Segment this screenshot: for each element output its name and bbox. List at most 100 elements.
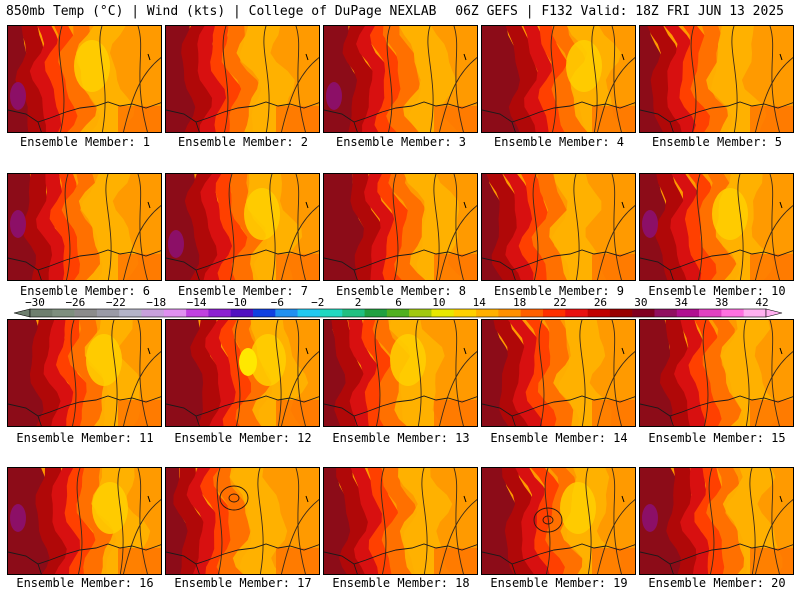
colorbar-swatch [587, 309, 611, 317]
field-hot-spot [10, 210, 26, 238]
gulf-region [276, 400, 319, 426]
contour-line [597, 57, 635, 132]
lake-mark [621, 53, 625, 61]
coastline [353, 415, 358, 426]
contour-line [386, 26, 393, 132]
coastline [482, 395, 635, 417]
coastline [37, 121, 42, 132]
contour-line [295, 320, 306, 426]
contour-line [755, 499, 793, 574]
gulf-region [750, 254, 793, 280]
ensemble-member-map [639, 319, 794, 427]
contour-line [275, 320, 282, 426]
temperature-field-map [324, 468, 477, 574]
temperature-field-map [640, 174, 793, 280]
contour-line [263, 26, 270, 132]
ensemble-member-label: Ensemble Member: 2 [177, 135, 309, 149]
colorbar-tick-label: −30 [25, 296, 45, 309]
field-band-26 [205, 320, 241, 426]
lake-mark [147, 201, 151, 209]
lake-mark [305, 347, 309, 355]
temperature-field-map [640, 26, 793, 132]
ensemble-member-label: Ensemble Member: 16 [16, 576, 154, 590]
contour-line [769, 320, 780, 426]
field-band-28 [493, 320, 532, 426]
contour-line [769, 174, 780, 280]
colorbar-tick-label: −18 [146, 296, 166, 309]
contour-line [137, 26, 148, 132]
ensemble-member-map [7, 25, 162, 133]
contour-line [591, 26, 598, 132]
gulf-region [434, 400, 477, 426]
colorbar-swatch [30, 309, 53, 317]
colorbar-swatch [431, 309, 455, 317]
gulf-region [592, 400, 635, 426]
contour-line [281, 57, 319, 132]
temperature-field-map [482, 468, 635, 574]
contour-line [611, 174, 622, 280]
ensemble-member-map [7, 319, 162, 427]
ensemble-member-map [323, 173, 478, 281]
colorbar-swatch [453, 309, 477, 317]
field-band-30 [166, 26, 201, 132]
contour-line [597, 351, 635, 426]
contour-line [374, 320, 381, 426]
gulf-region [592, 254, 635, 280]
colorbar-swatch [498, 309, 521, 317]
ensemble-member-map [323, 467, 478, 575]
gulf-region [118, 548, 161, 574]
ensemble-member-label: Ensemble Member: 1 [19, 135, 151, 149]
contour-line [427, 26, 434, 132]
gulf-region [434, 106, 477, 132]
contour-line [111, 320, 118, 426]
coastline [482, 249, 635, 271]
coastline [324, 543, 477, 565]
colorbar-swatch [632, 309, 655, 317]
colorbar-tick-label: 18 [513, 296, 526, 309]
field-hot-spot [10, 82, 26, 110]
coastline [640, 543, 793, 565]
ensemble-member-label: Ensemble Member: 3 [335, 135, 467, 149]
field-band-28 [181, 26, 217, 132]
ensemble-member-map [639, 173, 794, 281]
colorbar-tick-label: 22 [553, 296, 566, 309]
run-valid-time: 06Z GEFS | F132 Valid: 18Z FRI JUN 13 20… [455, 4, 784, 19]
colorbar-tick-label: 30 [634, 296, 647, 309]
coastline [669, 563, 674, 574]
ensemble-member-label: Ensemble Member: 20 [648, 576, 786, 590]
contour-line [257, 468, 264, 574]
ensemble-member-map [323, 319, 478, 427]
ensemble-member-label: Ensemble Member: 18 [332, 576, 470, 590]
contour-line [123, 205, 161, 280]
ensemble-member-map [481, 467, 636, 575]
colorbar-low-arrow [13, 308, 31, 318]
temperature-field-map [482, 320, 635, 426]
field-band-26 [348, 320, 382, 426]
contour-line [585, 468, 592, 574]
contour-line [222, 26, 229, 132]
colorbar-swatch [319, 309, 343, 317]
closed-contour-inner [542, 515, 554, 525]
temperature-field-map [166, 174, 319, 280]
contour-line [611, 468, 622, 574]
temperature-field-map [166, 26, 319, 132]
coastline [8, 101, 161, 123]
contour-line [295, 174, 306, 280]
colorbar-swatch [342, 309, 365, 317]
lake-mark [147, 53, 151, 61]
field-band-30 [166, 320, 209, 426]
coastline [511, 415, 516, 426]
contour-line [696, 174, 703, 280]
lake-mark [779, 53, 783, 61]
contour-line [573, 174, 580, 280]
field-band-26 [356, 26, 390, 132]
field-hot-spot [326, 82, 342, 110]
field-band-24 [44, 26, 83, 132]
field-band-22 [61, 174, 103, 280]
contour-line [532, 174, 539, 280]
coastline [511, 121, 516, 132]
contour-line [295, 468, 306, 574]
lake-mark [147, 347, 151, 355]
gulf-region [276, 106, 319, 132]
colorbar-tick-label: −14 [187, 296, 207, 309]
